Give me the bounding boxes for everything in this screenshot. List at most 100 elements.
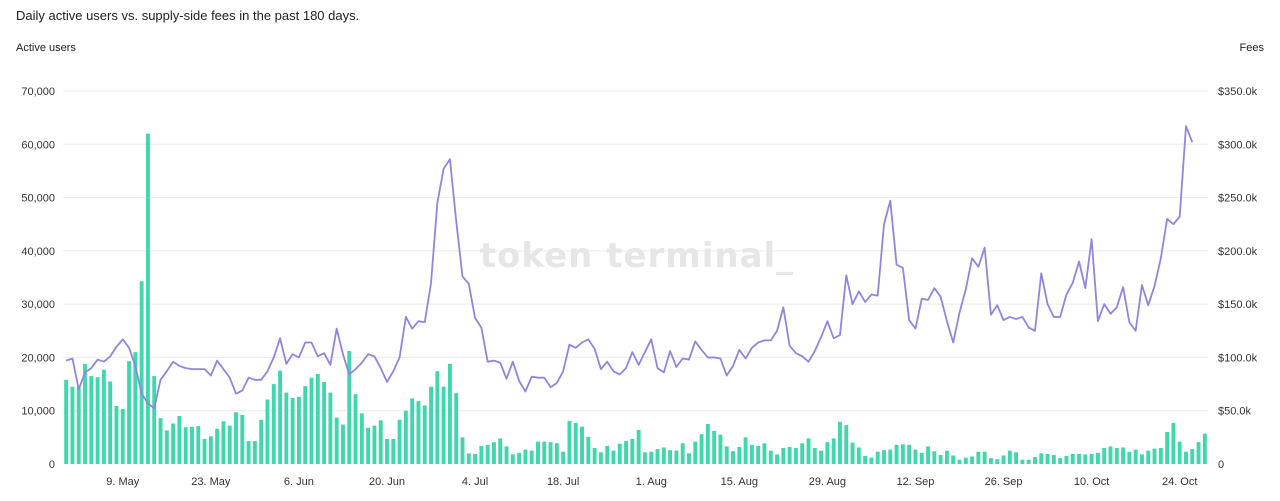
x-tick-label: 18. Jul — [547, 476, 579, 488]
active-users-bar — [932, 451, 937, 464]
active-users-bar — [888, 449, 893, 464]
active-users-bar — [265, 399, 270, 464]
active-users-bar — [718, 434, 723, 464]
active-users-bar — [561, 451, 566, 464]
x-tick-label: 20. Jun — [369, 476, 405, 488]
active-users-bar — [919, 452, 924, 464]
active-users-bar — [976, 451, 981, 464]
active-users-bar — [781, 448, 786, 464]
active-users-bar — [190, 426, 194, 464]
active-users-bar — [246, 441, 251, 464]
active-users-bar — [737, 446, 742, 464]
active-users-bar — [1070, 453, 1075, 464]
active-users-bar — [668, 450, 673, 464]
active-users-bar — [164, 430, 169, 464]
y-right-tick-label: $100.0k — [1218, 352, 1258, 364]
active-users-bar — [1007, 450, 1012, 464]
watermark: token terminal_ — [480, 236, 794, 276]
active-users-bar — [900, 444, 905, 464]
active-users-bar — [661, 447, 666, 464]
fees-line-path — [65, 125, 1194, 410]
y-right-tick-label: 0 — [1218, 459, 1224, 471]
y-left-tick-label: 20,000 — [21, 352, 55, 364]
active-users-bar — [177, 416, 182, 464]
active-users-bar — [1014, 452, 1019, 464]
active-users-bar — [844, 425, 849, 464]
active-users-bar — [441, 386, 446, 464]
active-users-bar — [1077, 453, 1081, 464]
active-users-bar — [397, 419, 402, 464]
active-users-bar — [762, 443, 767, 464]
active-users-bar — [454, 393, 459, 464]
active-users-bar — [479, 445, 484, 464]
x-tick-label: 12. Sep — [896, 476, 934, 488]
active-users-bar — [473, 453, 478, 464]
active-users-bar — [315, 373, 320, 464]
active-users-bar — [202, 438, 207, 464]
active-users-bar — [1190, 449, 1195, 464]
active-users-bar — [523, 449, 528, 464]
active-users-bar — [642, 452, 647, 464]
active-users-bar — [485, 444, 490, 464]
chart-title: Daily active users vs. supply-side fees … — [16, 8, 360, 23]
active-users-bar — [114, 405, 119, 464]
active-users-bar — [611, 450, 616, 464]
active-users-bar — [435, 371, 440, 464]
active-users-bar — [856, 447, 861, 464]
active-users-bar — [1051, 454, 1056, 464]
active-users-bar — [724, 446, 729, 464]
active-users-bar — [158, 418, 163, 464]
active-users-bar — [227, 425, 232, 464]
active-users-bar — [196, 426, 201, 464]
active-users-bar — [1026, 459, 1031, 464]
active-users-bar — [215, 428, 220, 464]
active-users-bar — [850, 442, 855, 464]
active-users-bar — [592, 448, 597, 464]
y-left-tick-label: 60,000 — [21, 139, 55, 151]
active-users-bar — [152, 376, 157, 464]
active-users-bar — [271, 384, 276, 464]
active-users-bar — [1196, 442, 1201, 464]
active-users-bar — [259, 419, 264, 464]
active-users-bar — [1089, 453, 1094, 464]
active-users-bar — [944, 450, 949, 464]
active-users-bar — [768, 450, 773, 464]
x-tick-label: 9. May — [106, 476, 140, 488]
active-users-bar — [573, 422, 578, 464]
y-left-tick-label: 30,000 — [21, 299, 55, 311]
y-left-tick-label: 50,000 — [21, 193, 55, 205]
active-users-bar — [460, 437, 465, 464]
active-users-bar — [89, 376, 94, 464]
active-users-bar — [1039, 453, 1044, 464]
active-users-bar — [378, 420, 383, 464]
active-users-bar — [95, 377, 100, 464]
active-users-bar — [687, 453, 691, 464]
active-users-bar — [1058, 458, 1063, 464]
active-users-bar — [1165, 432, 1170, 464]
active-users-bar — [403, 410, 408, 464]
active-users-bar — [1133, 449, 1138, 464]
active-users-bar — [825, 442, 830, 464]
active-users-bar — [982, 451, 987, 464]
active-users-bar — [183, 427, 188, 464]
active-users-bar — [548, 442, 553, 464]
active-users-bar — [926, 446, 930, 464]
active-users-bar — [806, 438, 811, 464]
x-tick-label: 4. Jul — [462, 476, 488, 488]
active-users-bar — [743, 437, 748, 464]
active-users-bar — [1127, 451, 1132, 464]
active-users-bar — [133, 352, 138, 464]
active-users-bar — [731, 451, 735, 464]
active-users-bar — [542, 441, 547, 464]
active-users-bar — [208, 436, 213, 464]
active-users-bar — [1177, 441, 1182, 464]
active-users-bar — [869, 457, 874, 464]
active-users-bar — [303, 386, 308, 464]
active-users-bar — [649, 451, 654, 464]
y-right-tick-label: $350.0k — [1218, 86, 1258, 98]
active-users-bar — [819, 450, 824, 464]
active-users-bar — [1033, 457, 1037, 464]
x-tick-label: 1. Aug — [636, 476, 667, 488]
y-left-tick-label: 0 — [49, 459, 55, 471]
